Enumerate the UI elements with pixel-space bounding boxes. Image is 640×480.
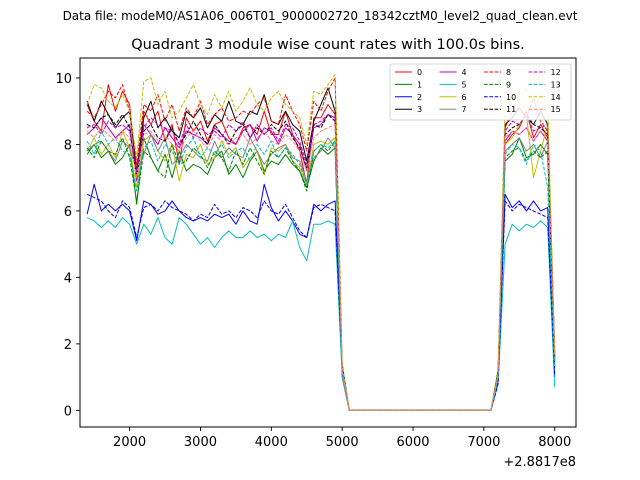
figure-suptitle: Data file: modeM0/AS1A06_006T01_90000027… bbox=[63, 9, 578, 23]
chart-title: Quadrant 3 module wise count rates with … bbox=[131, 37, 525, 53]
y-tick-label: 10 bbox=[55, 72, 72, 87]
series-line-14 bbox=[86, 74, 556, 411]
series-line-15 bbox=[86, 124, 556, 411]
legend-label-6: 6 bbox=[462, 93, 467, 102]
legend-label-12: 12 bbox=[551, 68, 561, 77]
series-line-5 bbox=[86, 217, 556, 411]
legend-label-3: 3 bbox=[417, 105, 422, 114]
x-tick-label: 8000 bbox=[538, 435, 571, 450]
y-tick-label: 0 bbox=[64, 404, 72, 419]
legend-label-0: 0 bbox=[417, 68, 422, 77]
y-tick-label: 4 bbox=[64, 271, 72, 286]
legend-label-8: 8 bbox=[506, 68, 511, 77]
x-tick-label: 3000 bbox=[184, 435, 217, 450]
legend-label-11: 11 bbox=[506, 105, 516, 114]
legend-label-1: 1 bbox=[417, 80, 422, 89]
series-line-13 bbox=[86, 130, 556, 411]
x-offset-label: +2.8817e8 bbox=[503, 455, 576, 470]
y-tick-label: 6 bbox=[64, 205, 72, 220]
legend-box bbox=[389, 63, 572, 121]
y-tick-label: 2 bbox=[64, 338, 72, 353]
legend-label-7: 7 bbox=[462, 105, 467, 114]
axis-ticks: 2000 3000 4000 5000 6000 7000 8000 0 2 4 6 8 10 bbox=[55, 72, 571, 450]
x-tick-label: 4000 bbox=[255, 435, 288, 450]
legend-label-9: 9 bbox=[506, 80, 511, 89]
legend-label-2: 2 bbox=[417, 93, 422, 102]
legend-label-4: 4 bbox=[462, 68, 467, 77]
legend-label-10: 10 bbox=[506, 93, 516, 102]
series-layer bbox=[86, 74, 556, 411]
legend-label-15: 15 bbox=[551, 105, 561, 114]
plot-area-frame bbox=[79, 57, 577, 428]
x-tick-label: 6000 bbox=[396, 435, 429, 450]
x-tick-label: 7000 bbox=[467, 435, 500, 450]
legend-label-14: 14 bbox=[551, 93, 561, 102]
legend-label-5: 5 bbox=[462, 80, 467, 89]
y-tick-label: 8 bbox=[64, 138, 72, 153]
legend-label-13: 13 bbox=[551, 80, 561, 89]
x-tick-label: 5000 bbox=[326, 435, 359, 450]
x-tick-label: 2000 bbox=[113, 435, 146, 450]
